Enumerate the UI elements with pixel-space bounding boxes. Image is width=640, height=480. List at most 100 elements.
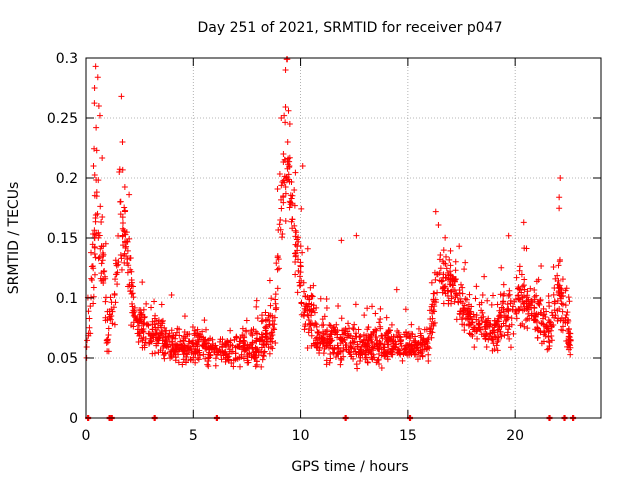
data-point [101,268,108,275]
data-point [566,298,573,305]
data-point [207,351,214,358]
data-point [154,337,161,344]
data-point [442,290,449,297]
data-point [297,269,304,276]
data-point [455,299,462,306]
data-point [275,265,282,272]
data-point [544,323,551,330]
data-point [126,191,133,198]
data-point [537,329,544,336]
data-point [373,327,380,334]
data-point [228,348,235,355]
data-point [481,273,488,280]
data-point [121,184,128,191]
data-point [333,321,340,328]
data-point [259,356,266,363]
data-point [377,316,384,323]
data-point [212,342,219,349]
data-point [496,324,503,331]
data-point [179,361,186,368]
data-point [319,316,326,323]
data-point [91,250,98,257]
data-point [278,115,285,121]
data-point [504,301,511,308]
data-point [531,296,538,303]
data-point [293,229,300,236]
data-point [219,348,226,355]
data-point [237,334,244,341]
data-point [237,363,244,370]
data-point [538,319,545,326]
data-point [426,345,433,352]
data-point [544,346,551,353]
data-point [95,103,102,109]
data-point [267,335,274,342]
data-point [488,301,495,308]
data-point [505,232,512,239]
data-point [513,310,520,317]
data-point [565,294,572,301]
data-point [424,336,431,343]
data-point [478,307,485,314]
data-point [90,300,97,307]
data-point [282,184,289,191]
data-point [335,303,342,310]
data-point [115,232,122,239]
data-point [348,344,355,351]
data-point [357,338,364,345]
data-point [266,350,273,357]
data-point [258,363,265,370]
data-point [304,245,311,252]
data-point [555,262,562,269]
data-point [242,327,249,334]
data-point [270,325,277,332]
data-point [288,179,295,186]
data-point [280,151,287,157]
data-point [500,281,507,288]
data-point [484,297,491,304]
data-point [545,338,552,345]
data-point [429,329,436,336]
data-point [535,300,542,307]
data-point [118,266,125,273]
data-point [295,234,302,241]
y-tick-label: 0.25 [47,111,78,127]
data-point [461,321,468,328]
data-point [161,324,168,331]
data-point [92,254,99,261]
data-point [315,339,322,346]
data-point [297,259,304,266]
data-point [479,291,486,298]
data-point [456,286,463,293]
data-point [431,319,438,326]
data-point [105,325,112,332]
data-point [514,292,521,299]
data-point [272,291,279,298]
data-point [169,344,176,351]
data-point [327,350,334,357]
data-point [478,331,485,338]
data-point [434,271,441,278]
data-point [556,290,563,297]
data-point [446,256,453,263]
data-point [397,351,404,358]
data-point [374,337,381,344]
data-point [495,334,502,341]
data-point [489,336,496,343]
data-point [551,314,558,321]
data-point [443,253,450,260]
data-point [312,320,319,327]
data-point [469,332,476,339]
data-point [117,198,124,205]
data-point [468,303,475,310]
data-point [294,289,301,296]
data-point [259,317,266,324]
data-point [95,255,102,262]
data-point [91,192,98,199]
data-point [219,341,226,348]
y-axis-ticks: 0 0.05 0.1 0.15 0.2 0.25 0.3 [47,51,601,427]
data-point [432,276,439,283]
data-point [119,219,126,226]
data-point [340,331,347,338]
y-tick-label: 0 [69,411,78,427]
